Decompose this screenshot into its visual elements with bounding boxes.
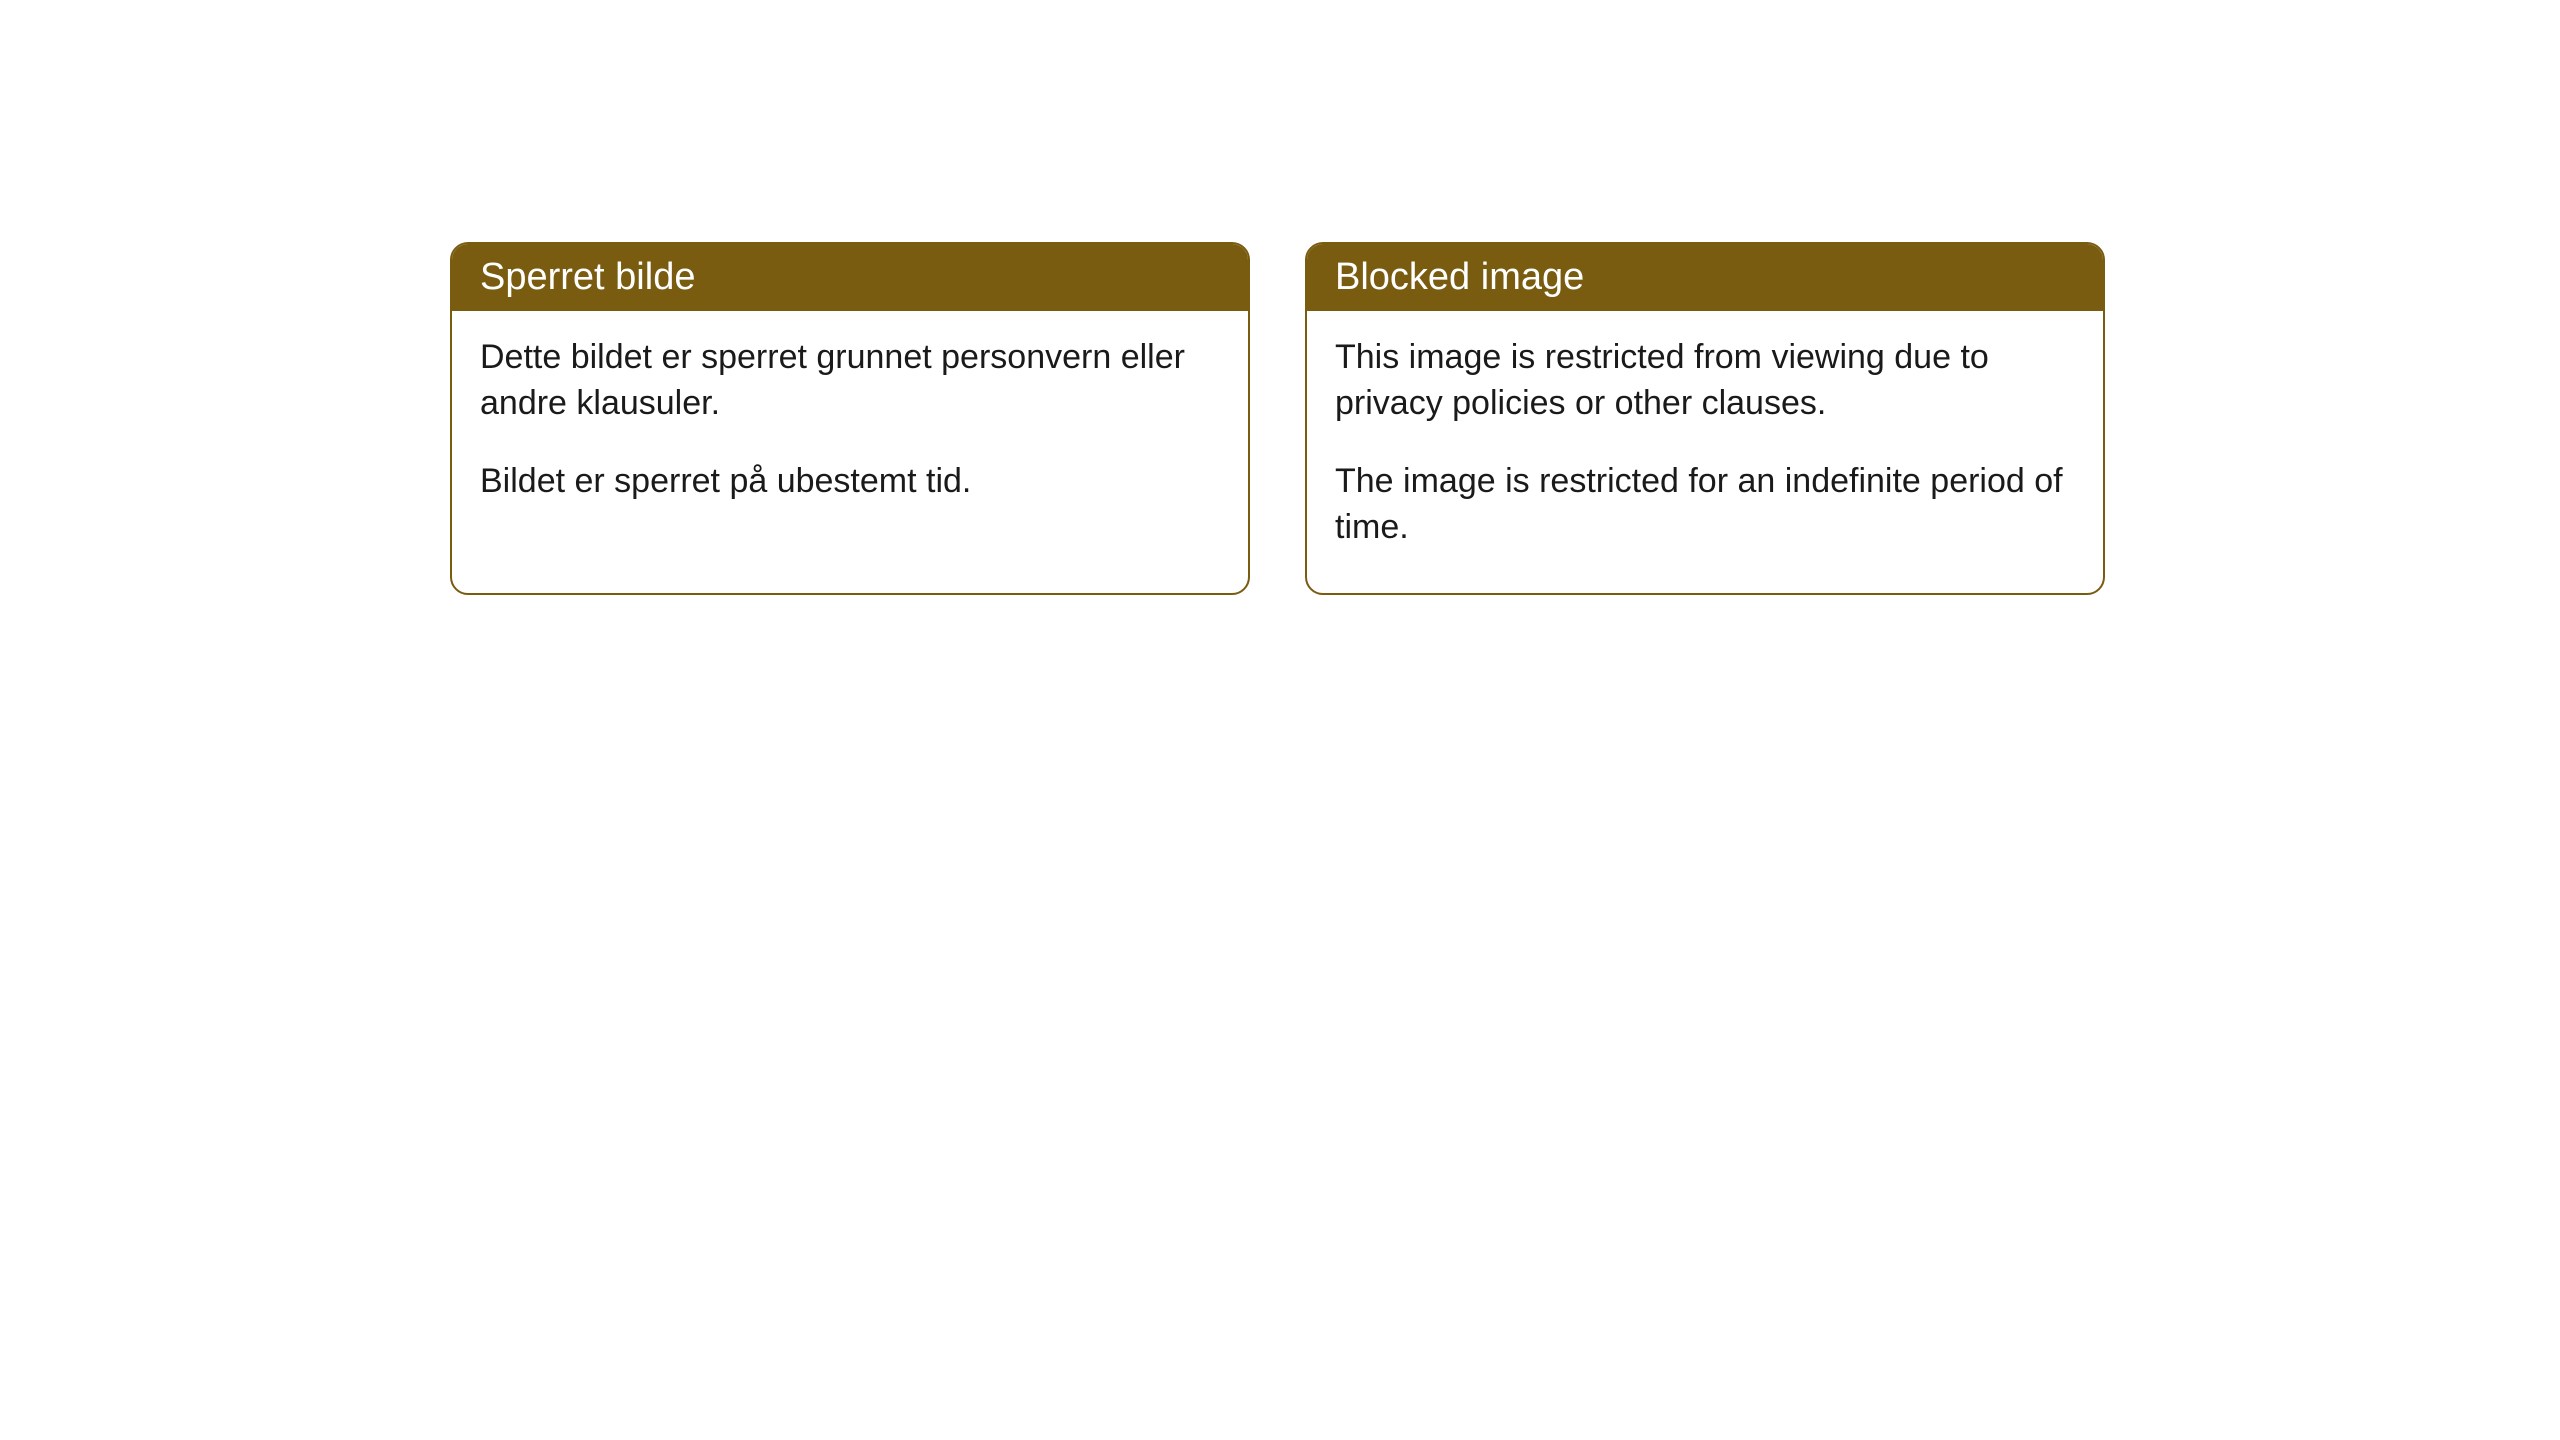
card-paragraph-1: Dette bildet er sperret grunnet personve…	[480, 335, 1220, 427]
card-header-english: Blocked image	[1307, 244, 2103, 311]
card-header-norwegian: Sperret bilde	[452, 244, 1248, 311]
card-english: Blocked image This image is restricted f…	[1305, 242, 2105, 595]
card-body-norwegian: Dette bildet er sperret grunnet personve…	[452, 311, 1248, 547]
card-body-english: This image is restricted from viewing du…	[1307, 311, 2103, 593]
card-paragraph-1: This image is restricted from viewing du…	[1335, 335, 2075, 427]
card-paragraph-2: Bildet er sperret på ubestemt tid.	[480, 459, 1220, 505]
card-paragraph-2: The image is restricted for an indefinit…	[1335, 459, 2075, 551]
cards-container: Sperret bilde Dette bildet er sperret gr…	[0, 0, 2560, 595]
card-norwegian: Sperret bilde Dette bildet er sperret gr…	[450, 242, 1250, 595]
